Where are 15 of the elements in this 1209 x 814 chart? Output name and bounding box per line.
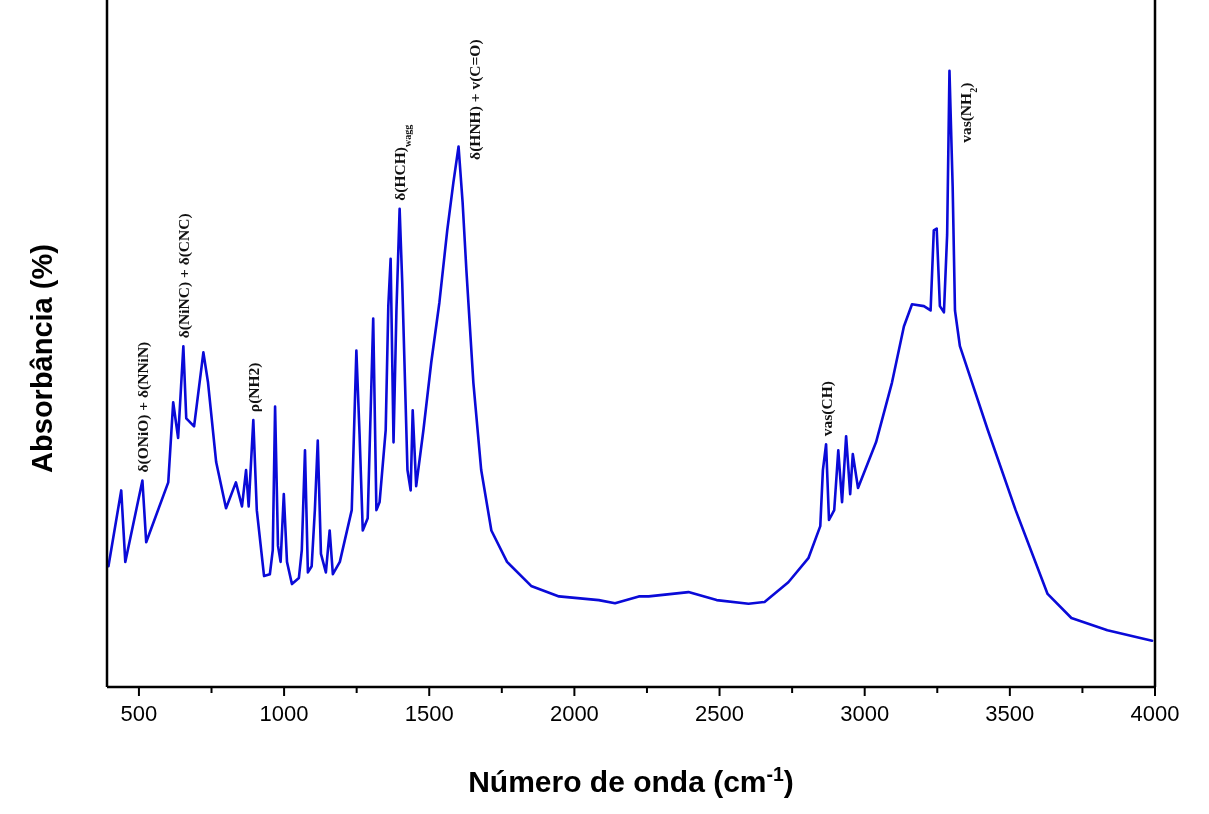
x-tick-label: 3000 <box>840 701 890 726</box>
annotation: vas(CH) <box>817 381 836 437</box>
annotation: δ(ONiO) + δ(NNiN) <box>133 341 152 473</box>
x-axis-title: Número de onda (cm$^{-1}$) <box>468 763 794 798</box>
annotation: δ(NiNC) + δ(CNC) <box>174 213 193 339</box>
x-tick-label: 1000 <box>259 701 309 726</box>
x-tick-label: 1500 <box>404 701 454 726</box>
x-tick-label: 4000 <box>1130 701 1180 726</box>
x-tick-label: 3500 <box>985 701 1035 726</box>
annotation: δ(HNH) + v(C=O) <box>466 39 485 160</box>
x-tick-label: 500 <box>120 701 158 726</box>
y-axis-title: Absorbância (%) <box>26 244 58 473</box>
annotation: ρ(NH2) <box>244 362 263 413</box>
x-tick-label: 2000 <box>549 701 599 726</box>
x-tick-label: 2500 <box>695 701 745 726</box>
